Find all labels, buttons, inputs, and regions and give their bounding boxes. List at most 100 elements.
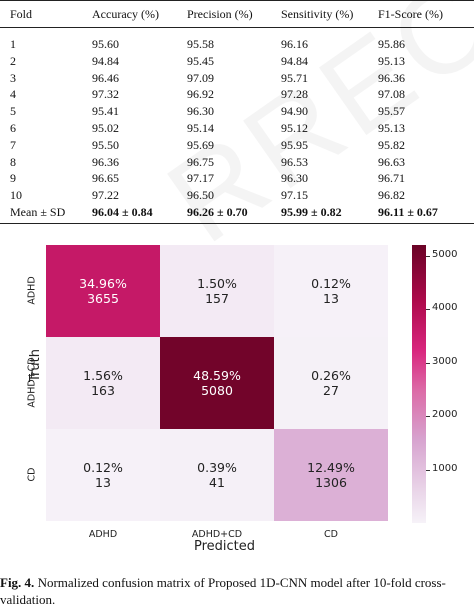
table-cell: 95.95 <box>281 137 308 152</box>
table-cell: 95.60 <box>92 37 119 51</box>
table-cell: 4 <box>10 87 16 102</box>
matrix-cell-percent: 48.59% <box>193 368 241 383</box>
table-cell: 95.69 <box>187 137 214 152</box>
colorbar-tick-label: 5000 <box>432 248 458 260</box>
colorbar <box>412 245 426 523</box>
table-header-rule <box>0 27 474 28</box>
matrix-cell-percent: 1.50% <box>197 276 237 291</box>
matrix-cell-count: 13 <box>323 291 339 306</box>
table-cell: 5 <box>10 104 16 119</box>
table-cell: 96.50 <box>187 188 214 203</box>
table-row: 6 95.02 95.14 95.12 95.13 <box>0 120 474 136</box>
figure-caption: Fig. 4. Normalized confusion matrix of P… <box>0 574 474 608</box>
x-tick-label: ADHD+CD <box>191 529 243 540</box>
mean-precision: 96.26 ± 0.70 <box>187 205 248 219</box>
table-row: 10 97.22 96.50 97.15 96.82 <box>0 187 474 203</box>
matrix-cell-percent: 34.96% <box>79 276 127 291</box>
table-cell: 95.41 <box>92 104 119 119</box>
matrix-cell: 0.26% 27 <box>274 337 388 429</box>
table-cell: 95.58 <box>187 37 214 51</box>
table-cell: 96.82 <box>378 188 405 203</box>
matrix-cell-percent: 0.12% <box>83 460 123 475</box>
table-cell: 95.57 <box>378 104 405 119</box>
table-row: 4 97.32 96.92 97.28 97.08 <box>0 86 474 102</box>
x-tick-label: ADHD <box>88 529 118 540</box>
matrix-cell-count: 163 <box>91 383 115 398</box>
table-cell: 96.36 <box>92 154 119 169</box>
table-cell: 96.36 <box>378 70 405 85</box>
table-row: 1 95.60 95.58 96.16 95.86 <box>0 36 474 52</box>
colorbar-tick-mark <box>426 255 430 257</box>
matrix-cell-count: 1306 <box>315 475 347 490</box>
x-tick-label: CD <box>324 529 338 540</box>
table-cell: 96.71 <box>378 171 405 186</box>
matrix-cell-percent: 1.56% <box>83 368 123 383</box>
table-cell: 96.63 <box>378 154 405 169</box>
colorbar-tick-mark <box>426 362 430 364</box>
table-cell: 96.75 <box>187 154 214 169</box>
table-cell: 8 <box>10 154 16 169</box>
table-cell: 95.13 <box>378 121 405 135</box>
matrix-cell: 1.50% 157 <box>160 245 274 337</box>
colorbar-tick-mark <box>426 309 430 311</box>
table-cell: 95.45 <box>187 53 214 68</box>
table-cell: 94.84 <box>92 53 119 68</box>
table-top-rule <box>0 0 474 1</box>
table-mean-row: Mean ± SD 96.04 ± 0.84 96.26 ± 0.70 95.9… <box>0 204 474 220</box>
table-cell: 97.22 <box>92 188 119 203</box>
mean-f1: 96.11 ± 0.67 <box>378 205 438 219</box>
matrix-cell-percent: 0.12% <box>311 276 351 291</box>
table-cell: 96.53 <box>281 154 308 169</box>
table-cell: 3 <box>10 70 16 85</box>
table-cell: 95.71 <box>281 70 308 85</box>
matrix-cell: 12.49% 1306 <box>274 429 388 521</box>
mean-accuracy: 96.04 ± 0.84 <box>92 205 153 219</box>
table-row: 9 96.65 97.17 96.30 96.71 <box>0 170 474 186</box>
table-row: 7 95.50 95.69 95.95 95.82 <box>0 137 474 153</box>
matrix-cell: 0.12% 13 <box>46 429 160 521</box>
matrix-cell-percent: 0.26% <box>311 368 351 383</box>
matrix-cell: 1.56% 163 <box>46 337 160 429</box>
table-cell: 95.50 <box>92 137 119 152</box>
table-cell: 96.30 <box>281 171 308 186</box>
header-f1: F1-Score (%) <box>378 7 443 21</box>
table-bottom-rule <box>0 223 474 224</box>
table-cell: 95.02 <box>92 121 119 135</box>
table-cell: 97.08 <box>378 87 405 102</box>
colorbar-tick-mark <box>426 469 430 471</box>
table-cell: 94.84 <box>281 53 308 68</box>
confusion-matrix-figure: 34.96% 3655 1.50% 157 0.12% 13 1.56% 163 48.59% 5… <box>0 232 474 568</box>
table-row: 3 96.46 97.09 95.71 96.36 <box>0 70 474 86</box>
matrix-cell: 34.96% 3655 <box>46 245 160 337</box>
table-cell: 97.17 <box>187 171 214 186</box>
matrix-cell-count: 5080 <box>201 383 233 398</box>
mean-label: Mean ± SD <box>10 205 66 219</box>
caption-text: Normalized confusion matrix of Proposed … <box>0 575 446 607</box>
matrix-cell-count: 27 <box>323 383 339 398</box>
table-cell: 94.90 <box>281 104 308 119</box>
matrix-cell-count: 3655 <box>87 291 119 306</box>
table-cell: 96.46 <box>92 70 119 85</box>
colorbar-tick-label: 2000 <box>432 409 458 421</box>
table-cell: 95.14 <box>187 121 214 135</box>
table-cell: 1 <box>10 37 16 51</box>
table-cell: 2 <box>10 53 16 68</box>
matrix-cell: 48.59% 5080 <box>160 337 274 429</box>
table-cell: 96.92 <box>187 87 214 102</box>
table-cell: 95.12 <box>281 121 308 135</box>
table-cell: 95.82 <box>378 137 405 152</box>
y-tick-label: CD <box>26 467 38 482</box>
header-sensitivity: Sensitivity (%) <box>281 7 354 21</box>
table-cell: 97.09 <box>187 70 214 85</box>
table-cell: 10 <box>10 188 22 203</box>
table-row: 8 96.36 96.75 96.53 96.63 <box>0 154 474 170</box>
table-cell: 97.28 <box>281 87 308 102</box>
colorbar-tick-mark <box>426 416 430 418</box>
table-header-row: Fold Accuracy (%) Precision (%) Sensitiv… <box>0 6 474 22</box>
header-fold: Fold <box>10 7 33 21</box>
colorbar-tick-label: 3000 <box>432 355 458 367</box>
matrix-cell-percent: 12.49% <box>307 460 355 475</box>
matrix-cell-count: 41 <box>209 475 225 490</box>
table-cell: 6 <box>10 121 16 135</box>
table-cell: 7 <box>10 137 16 152</box>
